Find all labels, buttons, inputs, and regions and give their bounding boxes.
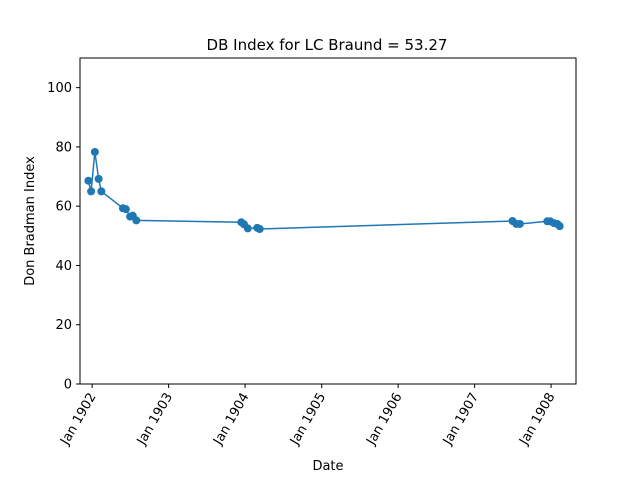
- y-tick-label: 40: [55, 259, 72, 274]
- data-point: [84, 176, 93, 185]
- y-tick-label: 60: [55, 200, 72, 215]
- data-point: [255, 225, 264, 233]
- y-tick-label: 20: [55, 318, 72, 333]
- data-point: [132, 216, 141, 225]
- y-tick-label: 80: [55, 140, 72, 155]
- y-axis-ticks: 0 20 40 60 80 100: [47, 81, 80, 393]
- y-tick-label: 0: [64, 378, 72, 393]
- data-point: [515, 219, 524, 228]
- plot-frame: [79, 57, 577, 385]
- x-axis-label: Date: [312, 459, 343, 474]
- data-point: [97, 187, 106, 196]
- chart-title: DB Index for LC Braund = 53.27: [207, 36, 448, 54]
- data-point: [243, 224, 252, 233]
- data-point: [87, 187, 96, 196]
- y-tick-label: 100: [47, 81, 72, 96]
- data-point: [555, 222, 564, 231]
- data-point: [121, 205, 130, 214]
- y-axis-label: Don Bradman Index: [23, 156, 38, 286]
- data-point: [90, 147, 99, 156]
- data-point: [94, 174, 103, 183]
- series-group: [84, 147, 564, 233]
